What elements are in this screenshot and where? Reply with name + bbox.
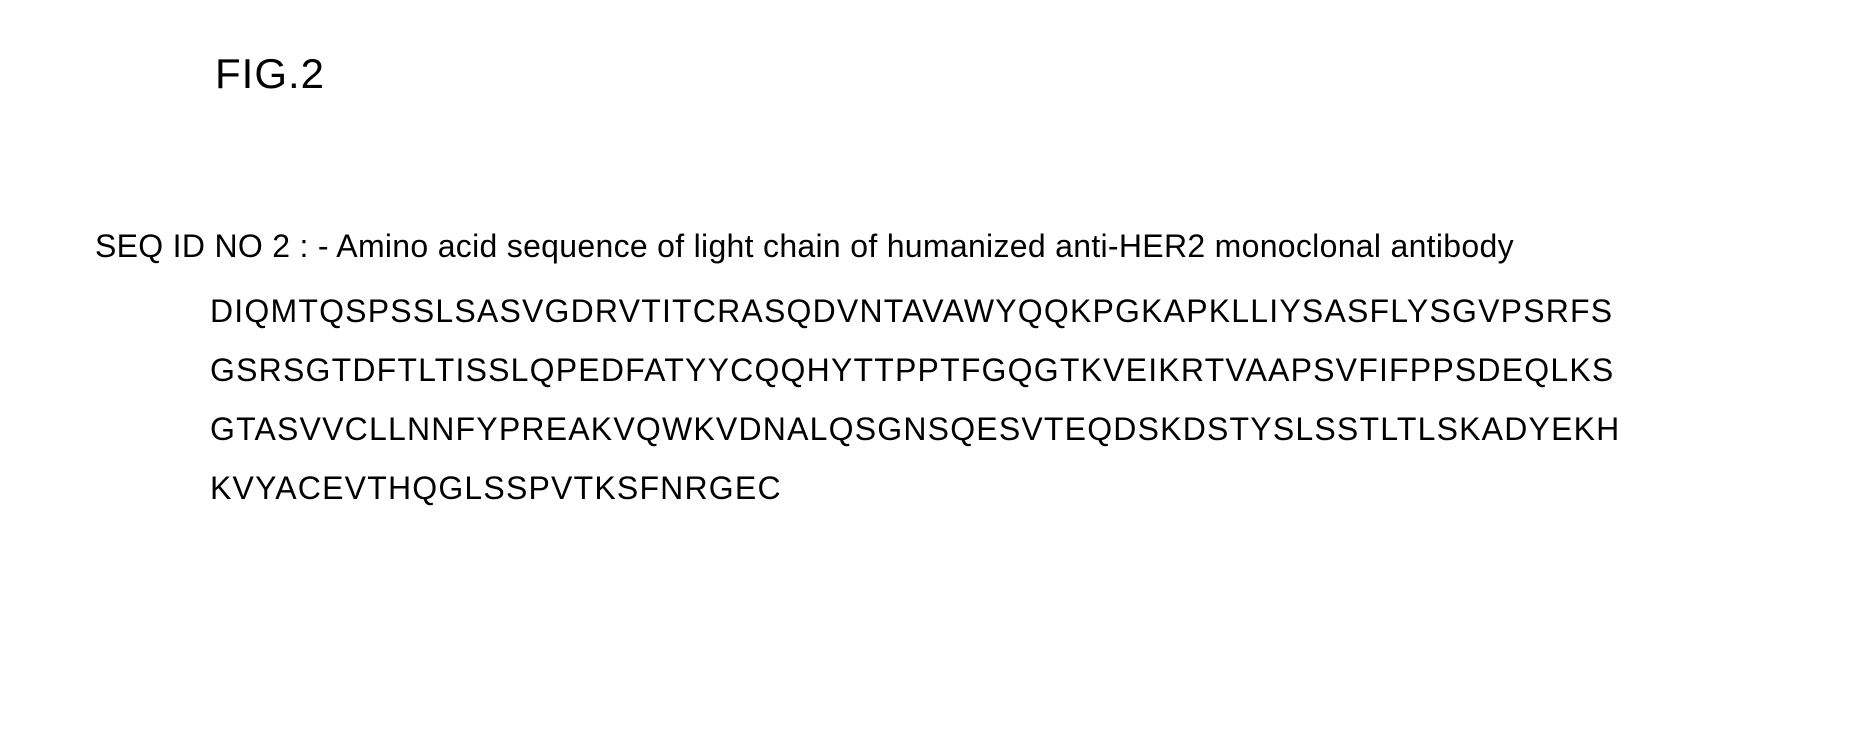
sequence-line: GTASVVCLLNNFYPREAKVQWKVDNALQSGNSQESVTEQD…: [210, 411, 1780, 448]
sequence-line: GSRSGTDFTLTISSLQPEDFATYYCQQHYTTPPTFGQGTK…: [210, 352, 1780, 389]
sequence-line: KVYACEVTHQGLSSPVTKSFNRGEC: [210, 470, 1780, 507]
figure-label: FIG.2: [215, 50, 1780, 98]
sequence-header: SEQ ID NO 2 : - Amino acid sequence of l…: [95, 228, 1780, 265]
sequence-line: DIQMTQSPSSLSASVGDRVTITCRASQDVNTAVAWYQQKP…: [210, 293, 1780, 330]
